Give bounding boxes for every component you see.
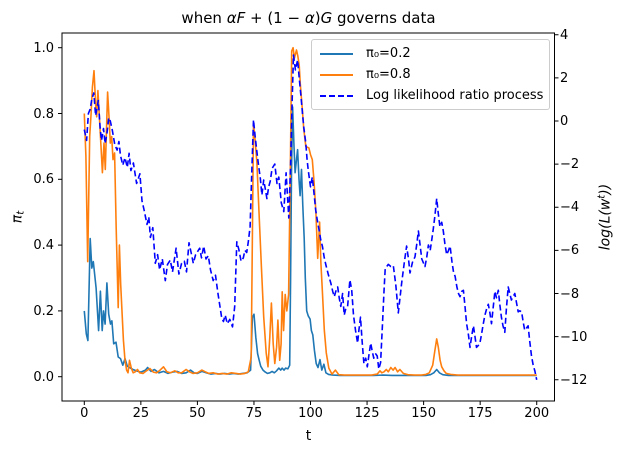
legend-line-sample-pi0-0.2-icon — [320, 52, 353, 55]
legend-label: Log likelihood ratio process — [366, 88, 544, 103]
x-axis-label: t — [305, 428, 312, 444]
y-left-tick-label: 1.0 — [33, 40, 54, 56]
x-tick-label: 125 — [354, 406, 380, 421]
x-tick-label: 150 — [411, 406, 437, 421]
pi08-line — [83, 46, 537, 376]
y-right-tick-label: −6 — [560, 243, 580, 259]
legend: π₀=0.2 π₀=0.8 Log likelihood ratio proce… — [311, 39, 550, 110]
y-left-tick-label: 0.4 — [33, 238, 54, 254]
x-tick-label: 175 — [467, 406, 493, 421]
legend-line-sample-pi0-0.8-icon — [320, 73, 353, 76]
x-tick-label: 75 — [245, 406, 263, 421]
legend-label: π₀=0.2 — [366, 46, 411, 61]
y-right-tick-label: −2 — [560, 157, 580, 173]
axes-frame — [61, 32, 555, 402]
chart-title: when αF + (1 − α)G governs data — [181, 9, 436, 27]
y-right-tick-label: 0 — [560, 114, 569, 129]
y-left-tick-label: 0.2 — [33, 303, 54, 319]
y-right-tick-label: 4 — [560, 27, 569, 43]
legend-item-pi0-0.8: π₀=0.8 — [320, 64, 541, 85]
y-right-tick-label: −4 — [560, 200, 580, 216]
y-axis-label-left: πt — [9, 210, 27, 224]
y-left-tick-label: 0.8 — [33, 106, 54, 122]
legend-label: π₀=0.8 — [366, 67, 411, 82]
x-tick-label: 25 — [132, 406, 150, 421]
x-tick-label: 50 — [189, 406, 206, 421]
y-right-tick-label: −10 — [560, 329, 588, 345]
y-axis-label-right: log(L(wt)) — [596, 183, 614, 251]
y-left-tick-label: 0.6 — [33, 172, 54, 188]
x-tick-label: 200 — [524, 406, 550, 421]
legend-item-pi0-0.2: π₀=0.2 — [320, 43, 541, 64]
llr-line — [83, 54, 538, 380]
legend-item-llr: Log likelihood ratio process — [320, 85, 544, 106]
y-right-tick-label: 2 — [560, 70, 569, 86]
y-right-tick-label: −8 — [560, 286, 580, 302]
y-left-tick-label: 0.0 — [33, 369, 54, 385]
x-tick-label: 100 — [298, 406, 323, 421]
legend-line-sample-llr-icon — [320, 94, 353, 97]
x-tick-label: 0 — [80, 406, 89, 421]
y-right-tick-label: −12 — [560, 372, 588, 388]
